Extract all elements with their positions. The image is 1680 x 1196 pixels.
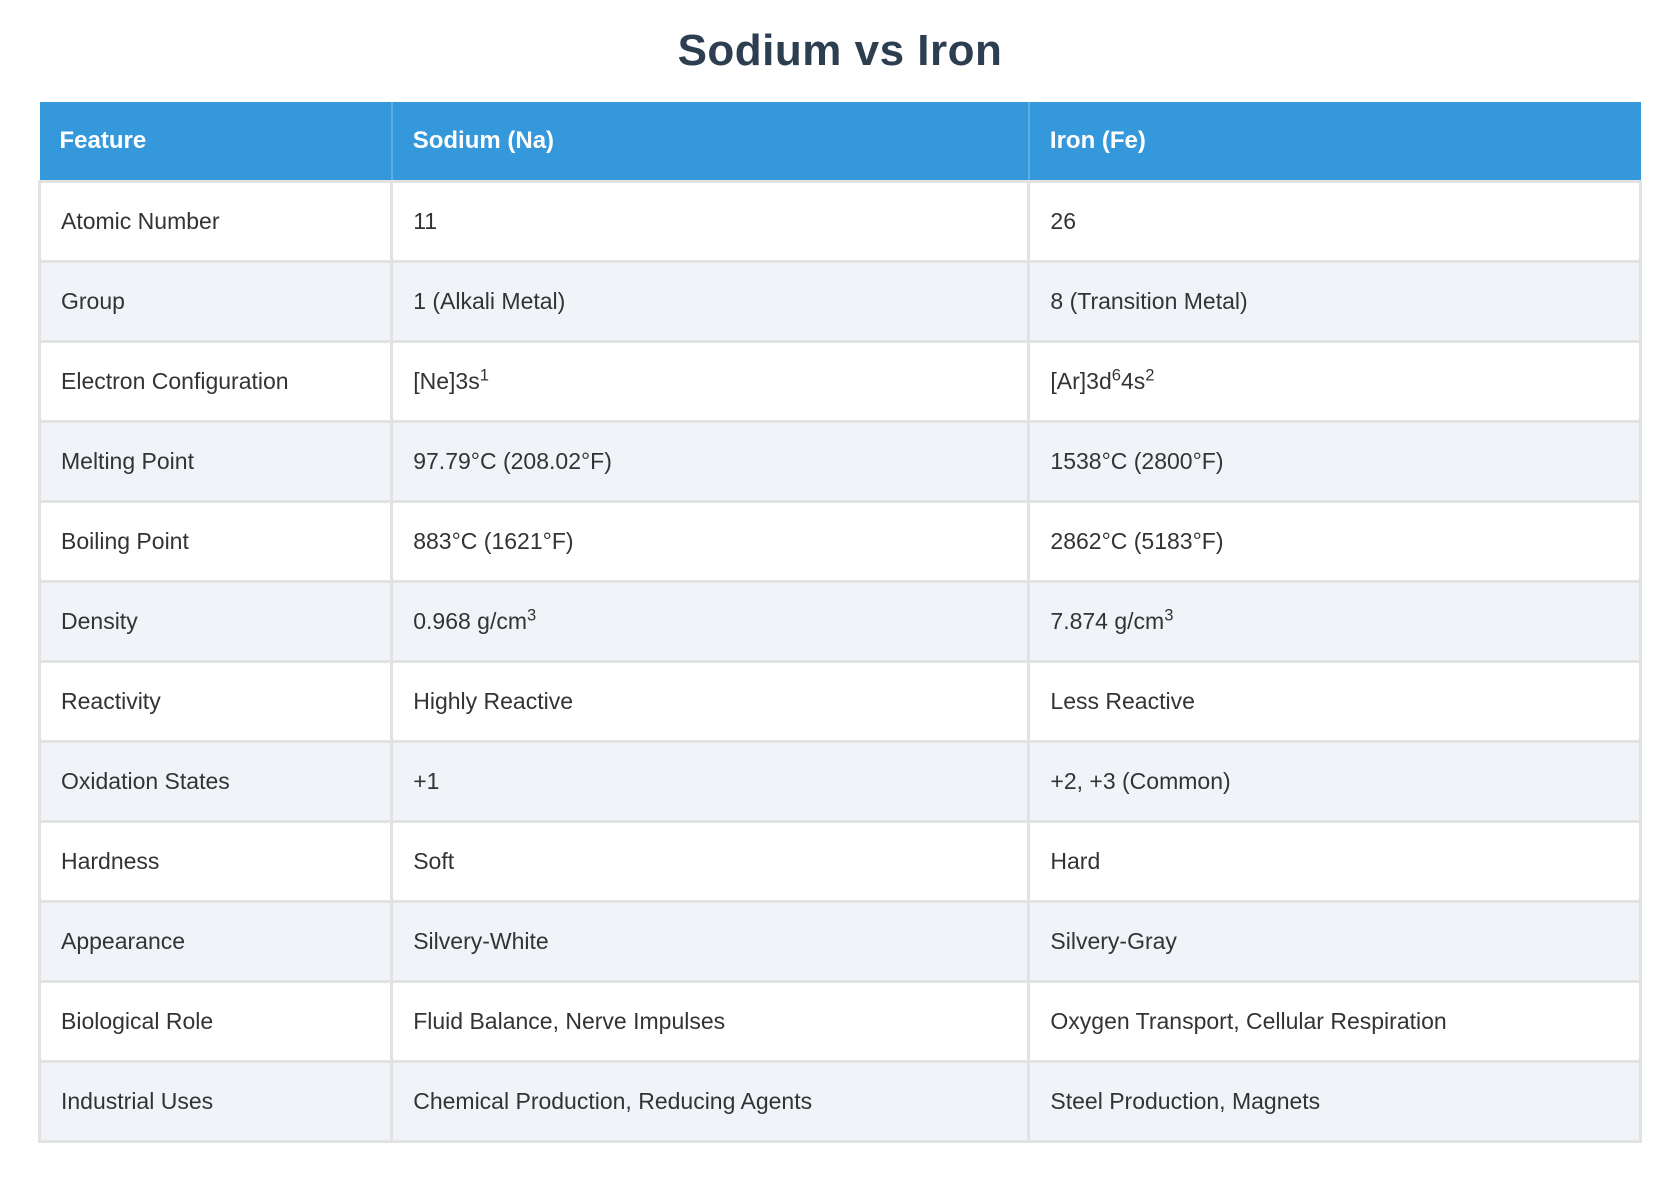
table-row: Reactivity Highly Reactive Less Reactive <box>37 660 1642 743</box>
feature-cell: Melting Point <box>37 420 394 503</box>
sodium-cell: +1 <box>390 740 1031 823</box>
superscript: 3 <box>527 605 537 625</box>
column-header-iron: Iron (Fe) <box>1027 102 1641 183</box>
sodium-cell: Chemical Production, Reducing Agents <box>390 1060 1031 1143</box>
feature-cell: Appearance <box>37 900 394 983</box>
feature-cell: Hardness <box>37 820 394 903</box>
iron-cell: [Ar]3d64s2 <box>1027 340 1642 423</box>
sodium-cell: 11 <box>390 180 1031 263</box>
table-row: Hardness Soft Hard <box>37 820 1642 903</box>
sodium-cell: Soft <box>390 820 1031 903</box>
superscript: 6 <box>1111 365 1121 385</box>
table-row: Density 0.968 g/cm3 7.874 g/cm3 <box>37 580 1642 663</box>
feature-cell: Reactivity <box>37 660 394 743</box>
iron-cell: Silvery-Gray <box>1027 900 1642 983</box>
column-header-sodium: Sodium (Na) <box>390 102 1029 183</box>
feature-cell: Boiling Point <box>37 500 394 583</box>
iron-cell: 7.874 g/cm3 <box>1027 580 1642 663</box>
sodium-cell: 1 (Alkali Metal) <box>390 260 1031 343</box>
table-row: Industrial Uses Chemical Production, Redu… <box>37 1060 1642 1143</box>
sodium-cell: Highly Reactive <box>390 660 1031 743</box>
feature-cell: Industrial Uses <box>37 1060 394 1143</box>
feature-cell: Group <box>37 260 394 343</box>
page-title: Sodium vs Iron <box>677 26 1003 75</box>
table-row: Appearance Silvery-White Silvery-Gray <box>37 900 1642 983</box>
sodium-cell: 0.968 g/cm3 <box>390 580 1031 663</box>
iron-cell: Hard <box>1027 820 1642 903</box>
sodium-cell: [Ne]3s1 <box>390 340 1031 423</box>
feature-cell: Atomic Number <box>37 180 394 263</box>
column-header-feature: Feature <box>39 102 392 183</box>
feature-cell: Electron Configuration <box>37 340 394 423</box>
table-body: Atomic Number 11 26 Group 1 (Alkali Metal) 8 … <box>37 180 1642 1143</box>
table-row: Boiling Point 883°C (1621°F) 2862°C (5183°… <box>37 500 1642 583</box>
comparison-table: Feature Sodium (Na) Iron (Fe) Atomic Num… <box>37 102 1642 1143</box>
iron-cell: Steel Production, Magnets <box>1027 1060 1642 1143</box>
table-row: Melting Point 97.79°C (208.02°F) 1538°C (2… <box>37 420 1642 503</box>
iron-cell: 8 (Transition Metal) <box>1027 260 1642 343</box>
iron-cell: 26 <box>1027 180 1642 263</box>
table-row: Biological Role Fluid Balance, Nerve Impu… <box>37 980 1642 1063</box>
superscript: 3 <box>1164 605 1174 625</box>
feature-cell: Biological Role <box>37 980 394 1063</box>
iron-cell: Oxygen Transport, Cellular Respiration <box>1027 980 1642 1063</box>
table-row: Group 1 (Alkali Metal) 8 (Transition Metal… <box>37 260 1642 343</box>
table-row: Electron Configuration [Ne]3s1 [Ar]3d64s2 <box>37 340 1642 423</box>
header-row: Feature Sodium (Na) Iron (Fe) <box>39 102 1641 183</box>
table-row: Atomic Number 11 26 <box>37 180 1642 263</box>
sodium-cell: 883°C (1621°F) <box>390 500 1031 583</box>
sodium-cell: Fluid Balance, Nerve Impulses <box>390 980 1031 1063</box>
superscript: 1 <box>479 365 489 385</box>
iron-cell: +2, +3 (Common) <box>1027 740 1642 823</box>
sodium-cell: 97.79°C (208.02°F) <box>390 420 1031 503</box>
feature-cell: Oxidation States <box>37 740 394 823</box>
feature-cell: Density <box>37 580 394 663</box>
superscript: 2 <box>1145 365 1155 385</box>
iron-cell: Less Reactive <box>1027 660 1642 743</box>
iron-cell: 1538°C (2800°F) <box>1027 420 1642 503</box>
iron-cell: 2862°C (5183°F) <box>1027 500 1642 583</box>
table-row: Oxidation States +1 +2, +3 (Common) <box>37 740 1642 823</box>
sodium-cell: Silvery-White <box>390 900 1031 983</box>
